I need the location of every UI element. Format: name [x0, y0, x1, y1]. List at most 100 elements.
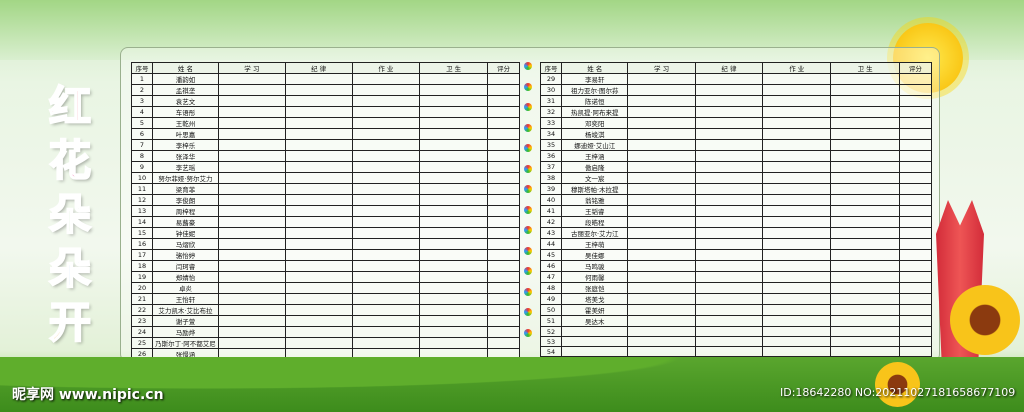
cell-homework[interactable]	[762, 216, 832, 228]
cell-study[interactable]	[217, 117, 286, 129]
cell-homework[interactable]	[351, 95, 421, 107]
cell-discipline[interactable]	[694, 249, 764, 261]
cell-homework[interactable]	[762, 293, 832, 305]
cell-score[interactable]	[898, 73, 933, 85]
cell-discipline[interactable]	[284, 73, 353, 85]
cell-discipline[interactable]	[284, 337, 353, 349]
cell-score[interactable]	[487, 315, 520, 327]
cell-discipline[interactable]	[694, 238, 764, 250]
cell-discipline[interactable]	[284, 84, 353, 96]
cell-hygiene[interactable]	[419, 150, 489, 162]
cell-study[interactable]	[627, 73, 696, 85]
cell-discipline[interactable]	[694, 315, 764, 327]
cell-score[interactable]	[487, 249, 520, 261]
cell-score[interactable]	[898, 227, 933, 239]
cell-homework[interactable]	[351, 84, 421, 96]
cell-study[interactable]	[217, 304, 286, 316]
cell-hygiene[interactable]	[419, 216, 489, 228]
cell-study[interactable]	[627, 205, 696, 217]
cell-score[interactable]	[898, 161, 933, 173]
cell-discipline[interactable]	[284, 95, 353, 107]
cell-score[interactable]	[487, 282, 520, 294]
cell-study[interactable]	[217, 249, 286, 261]
cell-discipline[interactable]	[694, 325, 764, 338]
cell-score[interactable]	[898, 336, 933, 348]
cell-homework[interactable]	[351, 216, 421, 228]
cell-homework[interactable]	[351, 128, 421, 140]
cell-study[interactable]	[217, 139, 286, 151]
cell-study[interactable]	[627, 172, 696, 184]
cell-score[interactable]	[487, 183, 520, 195]
cell-study[interactable]	[627, 194, 696, 206]
cell-study[interactable]	[627, 95, 696, 107]
cell-study[interactable]	[217, 326, 286, 338]
cell-study[interactable]	[217, 238, 286, 250]
cell-study[interactable]	[217, 315, 286, 327]
cell-score[interactable]	[487, 205, 520, 217]
cell-homework[interactable]	[762, 271, 832, 283]
cell-score[interactable]	[487, 271, 520, 283]
cell-discipline[interactable]	[694, 282, 764, 294]
cell-hygiene[interactable]	[830, 336, 900, 348]
cell-homework[interactable]	[351, 161, 421, 173]
cell-homework[interactable]	[762, 282, 832, 294]
cell-homework[interactable]	[762, 238, 832, 250]
cell-hygiene[interactable]	[419, 139, 489, 151]
cell-score[interactable]	[487, 238, 520, 250]
cell-homework[interactable]	[351, 183, 421, 195]
cell-hygiene[interactable]	[419, 260, 489, 272]
cell-hygiene[interactable]	[419, 271, 489, 283]
cell-study[interactable]	[217, 227, 286, 239]
cell-homework[interactable]	[351, 326, 421, 338]
cell-study[interactable]	[217, 128, 286, 140]
cell-homework[interactable]	[351, 271, 421, 283]
cell-homework[interactable]	[762, 249, 832, 261]
cell-score[interactable]	[898, 139, 933, 151]
cell-discipline[interactable]	[284, 139, 353, 151]
cell-score[interactable]	[898, 183, 933, 195]
cell-study[interactable]	[217, 106, 286, 118]
cell-hygiene[interactable]	[830, 216, 900, 228]
cell-hygiene[interactable]	[419, 194, 489, 206]
cell-homework[interactable]	[762, 73, 832, 85]
cell-discipline[interactable]	[694, 227, 764, 239]
cell-hygiene[interactable]	[419, 73, 489, 85]
cell-discipline[interactable]	[284, 249, 353, 261]
cell-study[interactable]	[627, 216, 696, 228]
cell-score[interactable]	[898, 282, 933, 294]
cell-study[interactable]	[627, 271, 696, 283]
cell-hygiene[interactable]	[830, 282, 900, 294]
cell-hygiene[interactable]	[419, 95, 489, 107]
cell-hygiene[interactable]	[830, 117, 900, 129]
cell-discipline[interactable]	[284, 117, 353, 129]
cell-discipline[interactable]	[694, 128, 764, 140]
cell-study[interactable]	[217, 161, 286, 173]
cell-study[interactable]	[217, 293, 286, 305]
cell-score[interactable]	[487, 293, 520, 305]
cell-hygiene[interactable]	[419, 304, 489, 316]
cell-study[interactable]	[627, 128, 696, 140]
cell-score[interactable]	[487, 117, 520, 129]
cell-homework[interactable]	[762, 117, 832, 129]
cell-score[interactable]	[487, 227, 520, 239]
cell-discipline[interactable]	[284, 172, 353, 184]
cell-homework[interactable]	[351, 205, 421, 217]
cell-hygiene[interactable]	[830, 227, 900, 239]
cell-score[interactable]	[898, 95, 933, 107]
cell-homework[interactable]	[762, 128, 832, 140]
cell-score[interactable]	[898, 117, 933, 129]
cell-discipline[interactable]	[284, 106, 353, 118]
cell-hygiene[interactable]	[419, 238, 489, 250]
cell-homework[interactable]	[351, 249, 421, 261]
cell-score[interactable]	[898, 315, 933, 327]
cell-discipline[interactable]	[694, 106, 764, 118]
cell-score[interactable]	[898, 325, 933, 338]
cell-hygiene[interactable]	[830, 84, 900, 96]
cell-homework[interactable]	[762, 150, 832, 162]
cell-discipline[interactable]	[694, 194, 764, 206]
cell-hygiene[interactable]	[830, 128, 900, 140]
cell-score[interactable]	[487, 304, 520, 316]
cell-discipline[interactable]	[694, 172, 764, 184]
cell-score[interactable]	[898, 346, 933, 358]
cell-score[interactable]	[898, 271, 933, 283]
